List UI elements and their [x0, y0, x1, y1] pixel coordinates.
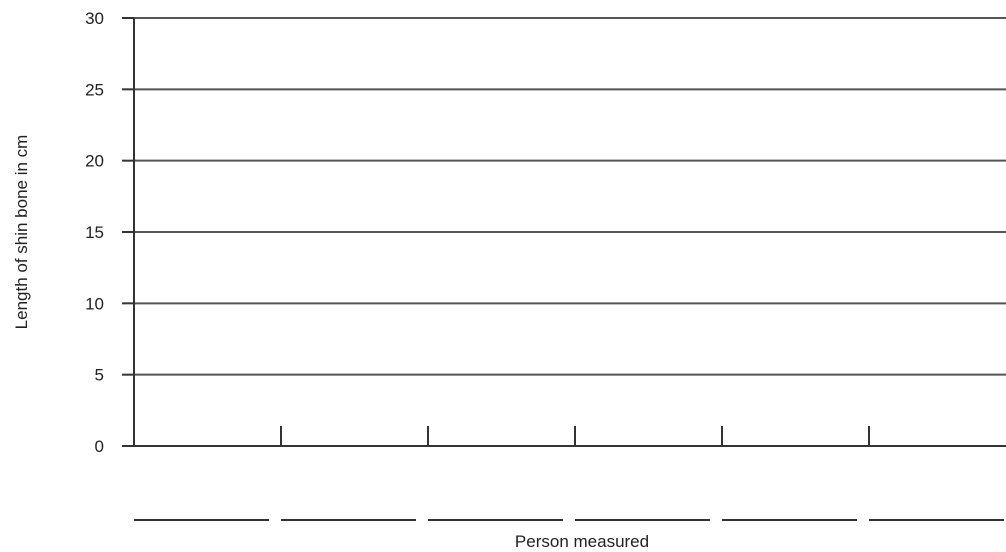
y-tick-label: 15: [85, 223, 104, 242]
gridlines: [134, 17, 1006, 376]
y-tick-label: 10: [85, 294, 104, 313]
y-tick-label: 5: [95, 366, 104, 385]
y-tick-label: 20: [85, 152, 104, 171]
y-axis-title: Length of shin bone in cm: [12, 135, 31, 330]
y-tick-label: 0: [95, 437, 104, 456]
y-tick-label: 25: [85, 80, 104, 99]
y-tick-label: 30: [85, 9, 104, 28]
x-axis-title: Person measured: [515, 532, 649, 551]
x-ticks: [280, 426, 870, 446]
y-ticks: 0 5 10 15 20 25 30: [85, 9, 134, 456]
